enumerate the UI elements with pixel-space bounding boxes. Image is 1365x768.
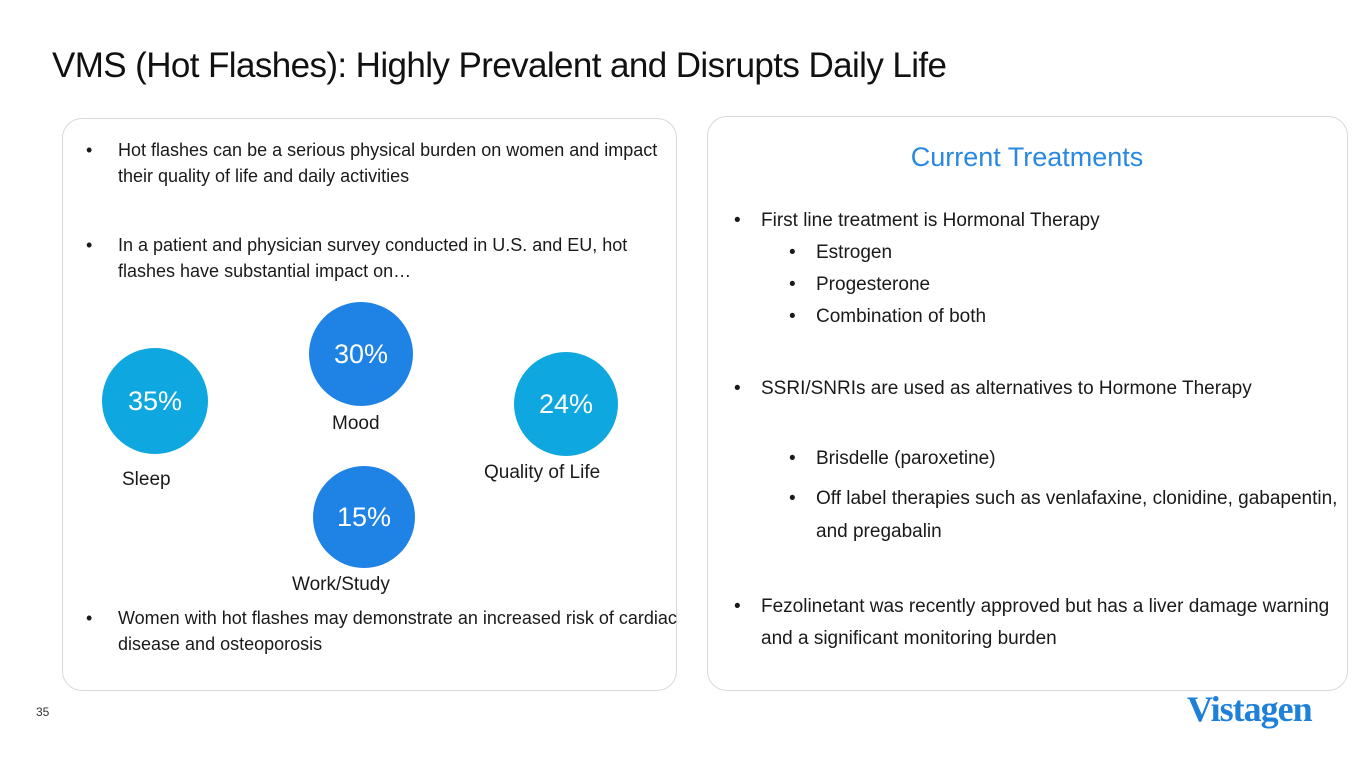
treatments-heading: Current Treatments	[910, 142, 1144, 172]
impact-value: 15%	[336, 501, 392, 532]
bullet-fezolinetant: Fezolinetant was recently approved but h…	[734, 591, 1351, 655]
bullet-hormonal: First line treatment is Hormonal Therapy	[734, 205, 1341, 237]
impact-circle-sleep: 35%	[102, 348, 208, 454]
impact-circle-quality-of-life: 24%	[514, 352, 618, 456]
impact-label-quality-of-life: Quality of Life	[484, 462, 601, 483]
impact-label-sleep: Sleep	[122, 469, 171, 490]
impact-label-mood: Mood	[332, 413, 380, 434]
impact-value: 35%	[127, 385, 183, 416]
bullet-survey: In a patient and physician survey conduc…	[86, 232, 688, 284]
vistagen-logo: Vistagen	[1187, 689, 1313, 729]
bullet-burden: Hot flashes can be a serious physical bu…	[86, 137, 678, 189]
impact-label-work-study: Work/Study	[292, 574, 390, 595]
impact-value: 24%	[538, 388, 594, 419]
bullet-ssri: SSRI/SNRIs are used as alternatives to H…	[734, 373, 1301, 405]
page-number: 35	[36, 705, 50, 719]
impact-circle-work-study: 15%	[313, 466, 415, 568]
impact-value: 30%	[333, 338, 389, 369]
bullet-cardiac-risk: Women with hot flashes may demonstrate a…	[86, 605, 678, 657]
sub-bullet: Progesterone	[789, 269, 930, 301]
slide-title: VMS (Hot Flashes): Highly Prevalent and …	[52, 46, 947, 85]
impact-circle-mood: 30%	[309, 302, 413, 406]
sub-bullet: Combination of both	[789, 301, 986, 333]
sub-bullet: Estrogen	[789, 237, 892, 269]
sub-bullet: Off label therapies such as venlafaxine,…	[789, 482, 1356, 548]
sub-bullet: Brisdelle (paroxetine)	[789, 443, 996, 475]
